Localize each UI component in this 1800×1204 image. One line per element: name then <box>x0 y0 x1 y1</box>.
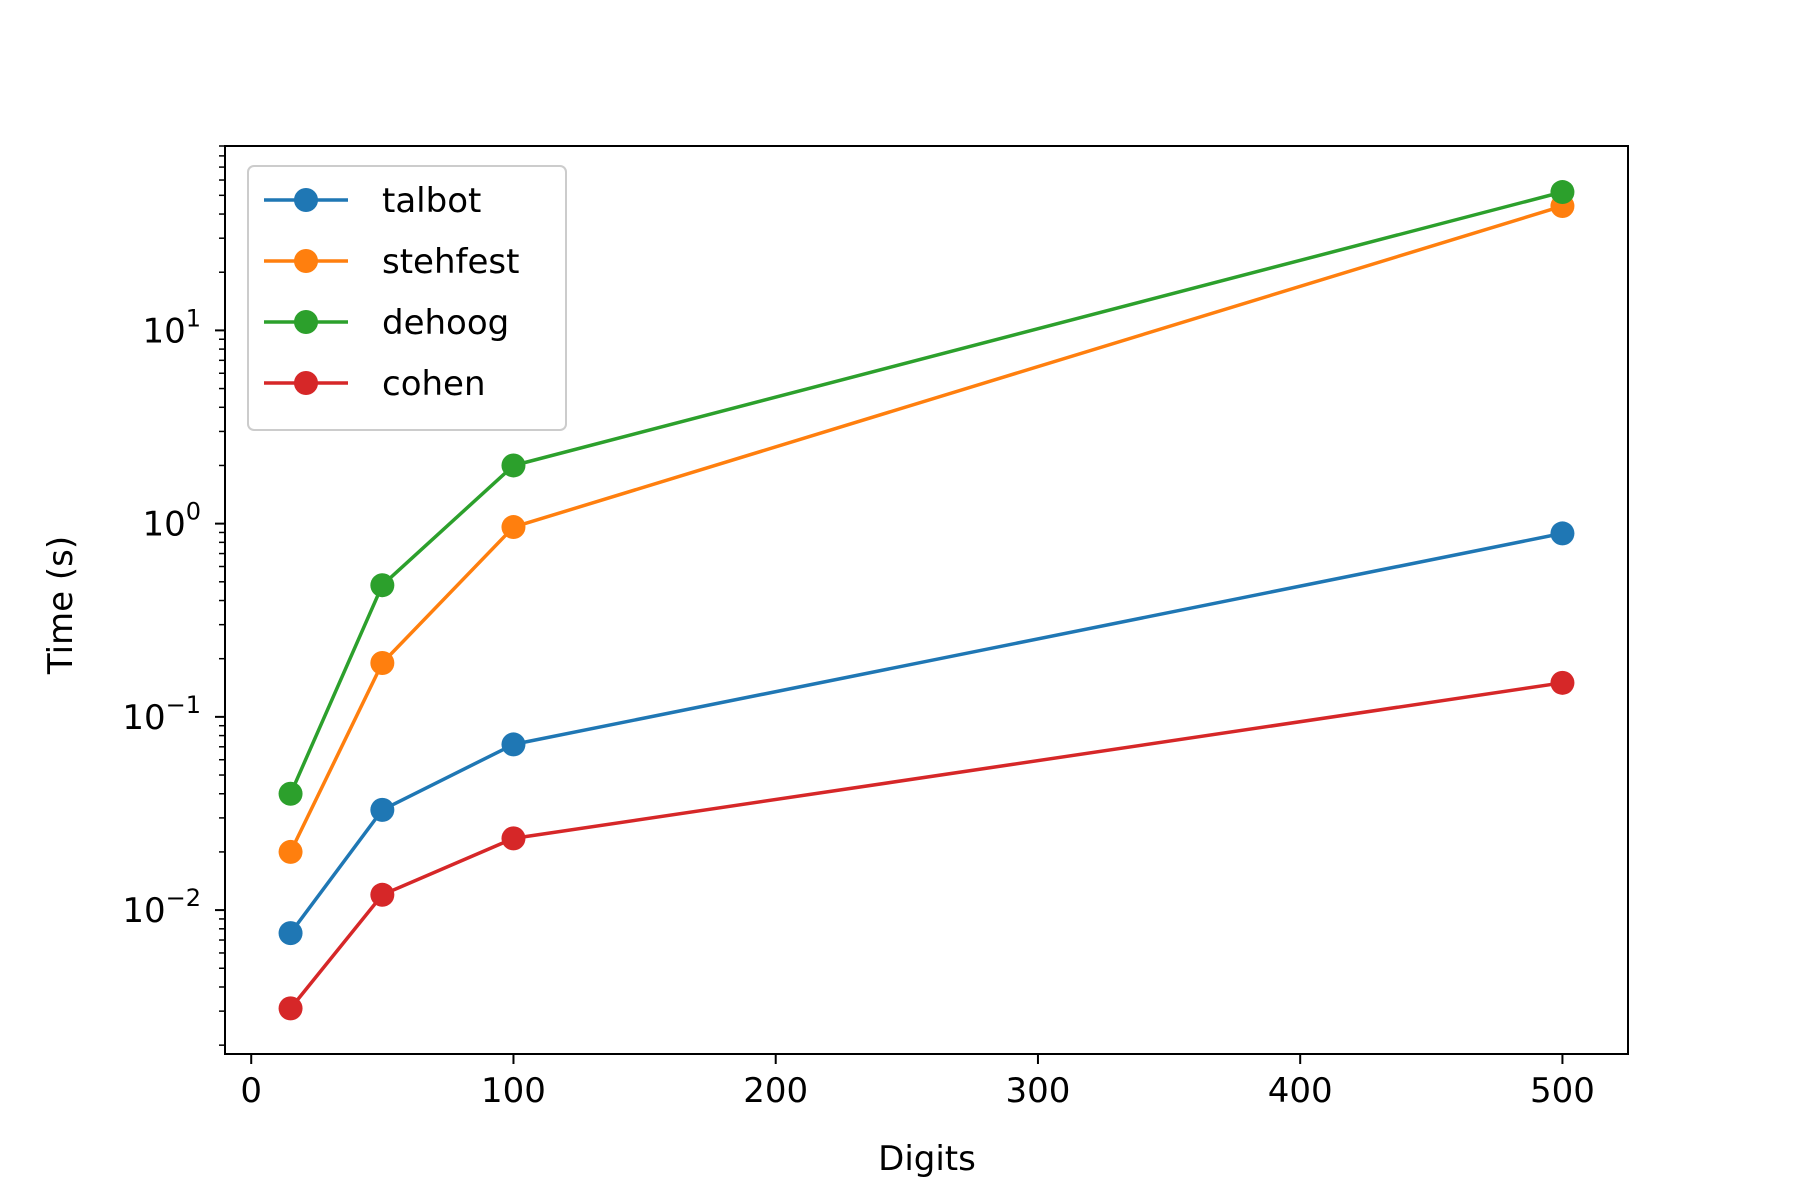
data-point-dehoog-3 <box>1550 180 1575 205</box>
data-point-cohen-1 <box>370 882 395 907</box>
data-point-dehoog-2 <box>501 453 526 478</box>
legend-entry-stehfest: stehfest <box>264 242 519 282</box>
legend-entry-dehoog: dehoog <box>264 303 509 343</box>
data-point-talbot-2 <box>501 732 526 757</box>
data-point-stehfest-1 <box>370 650 395 675</box>
series-line-talbot <box>289 531 1563 935</box>
x-tick-label: 500 <box>1530 1071 1595 1111</box>
y-tick-label: 100 <box>142 498 201 545</box>
series-layer <box>278 180 1575 1021</box>
x-tick-label: 0 <box>240 1071 262 1111</box>
legend-label-talbot: talbot <box>382 181 481 221</box>
data-point-dehoog-1 <box>370 573 395 598</box>
x-tick-label: 100 <box>481 1071 546 1111</box>
data-point-stehfest-0 <box>278 839 303 864</box>
legend-entry-talbot: talbot <box>264 181 481 221</box>
data-point-stehfest-2 <box>501 515 526 540</box>
legend-frame <box>247 165 567 431</box>
series-cohen <box>278 670 1575 1021</box>
y-tick-label: 101 <box>142 304 201 351</box>
series-talbot <box>278 521 1575 946</box>
data-point-talbot-3 <box>1550 521 1575 546</box>
series-dehoog <box>278 180 1575 806</box>
series-line-stehfest <box>289 204 1563 853</box>
x-tick-label: 200 <box>743 1071 808 1111</box>
legend-marker-cohen <box>294 371 318 395</box>
legend-entry-cohen: cohen <box>264 364 486 404</box>
legend-label-stehfest: stehfest <box>382 242 519 282</box>
legend-marker-stehfest <box>294 249 318 273</box>
legend-marker-dehoog <box>294 310 318 334</box>
legend-marker-talbot <box>294 188 318 212</box>
data-point-talbot-1 <box>370 797 395 822</box>
series-line-cohen <box>289 681 1563 1010</box>
legend-label-cohen: cohen <box>382 364 486 404</box>
series-line-dehoog <box>288 190 1563 795</box>
y-tick-label: 10−1 <box>122 691 201 738</box>
data-point-cohen-2 <box>501 826 526 851</box>
y-axis-label: Time (s) <box>41 536 81 675</box>
axes-layer: 0 100 200 300 400 500 10−2 10−1 100 101 <box>122 145 1629 1111</box>
x-tick-label: 300 <box>1006 1071 1071 1111</box>
data-point-cohen-0 <box>278 996 303 1021</box>
x-axis-label: Digits <box>878 1139 976 1179</box>
data-point-talbot-0 <box>278 921 303 946</box>
y-tick-label: 10−2 <box>122 884 201 931</box>
x-tick-label: 400 <box>1268 1071 1333 1111</box>
data-point-dehoog-0 <box>278 781 303 806</box>
data-point-cohen-3 <box>1550 670 1575 695</box>
legend-label-dehoog: dehoog <box>382 303 509 343</box>
legend: talbot stehfest dehoog cohen <box>247 165 567 431</box>
